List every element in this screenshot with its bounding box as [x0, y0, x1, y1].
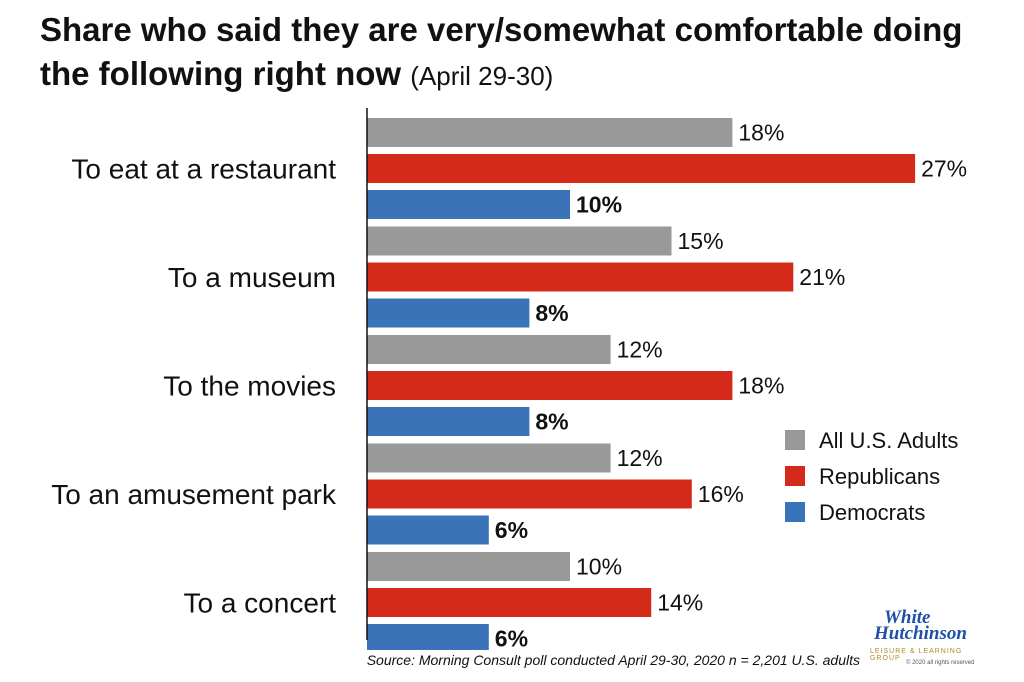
bar-chart: To eat at a restaurant 18% 27% 10% To a muse… — [51, 108, 967, 651]
data-label: 10% — [576, 554, 622, 580]
bar — [367, 624, 489, 650]
bar — [367, 118, 733, 147]
logo-copyright: © 2020 all rights reserved — [906, 660, 975, 666]
data-label: 6% — [495, 626, 528, 651]
data-label: 16% — [698, 481, 744, 507]
data-label: 21% — [799, 264, 845, 290]
category-label: To a museum — [168, 262, 336, 293]
bar — [367, 190, 570, 219]
legend-label: Democrats — [819, 500, 925, 525]
legend-swatch — [785, 502, 805, 522]
bar — [367, 515, 489, 545]
bar — [367, 298, 530, 328]
chart-title-text: Share who said they are very/somewhat co… — [40, 11, 963, 92]
bar — [367, 407, 530, 436]
bar — [367, 479, 692, 509]
data-label: 8% — [535, 300, 568, 326]
company-logo: White Hutchinson LEISURE & LEARNING GROU… — [866, 608, 976, 670]
data-label: 12% — [617, 445, 663, 471]
data-label: 8% — [535, 409, 568, 435]
data-label: 27% — [921, 156, 967, 182]
bar — [367, 371, 733, 400]
category-label: To the movies — [163, 371, 336, 402]
data-label: 15% — [678, 228, 724, 254]
bar — [367, 443, 611, 473]
legend-swatch — [785, 466, 805, 486]
category-label: To a concert — [183, 588, 336, 619]
category-label: To eat at a restaurant — [71, 154, 336, 185]
data-label: 6% — [495, 517, 528, 543]
bar — [367, 154, 916, 183]
legend-label: Republicans — [819, 464, 940, 489]
legend-label: All U.S. Adults — [819, 428, 958, 453]
logo-line1: White — [884, 607, 931, 628]
data-label: 10% — [576, 192, 622, 218]
data-label: 14% — [657, 590, 703, 616]
bar — [367, 552, 570, 581]
chart-subtitle: (April 29-30) — [410, 61, 554, 91]
logo-tagline: LEISURE & LEARNING GROUP — [870, 648, 963, 662]
legend-swatch — [785, 430, 805, 450]
bar — [367, 262, 794, 292]
bar — [367, 226, 672, 256]
bar — [367, 588, 652, 617]
data-label: 18% — [738, 373, 784, 399]
category-label: To an amusement park — [51, 479, 337, 510]
data-label: 12% — [617, 337, 663, 363]
data-label: 18% — [738, 120, 784, 146]
chart-title: Share who said they are very/somewhat co… — [40, 8, 1000, 98]
source-note: Source: Morning Consult poll conducted A… — [366, 652, 860, 668]
logo-line2: Hutchinson — [874, 623, 967, 644]
bar — [367, 335, 611, 364]
